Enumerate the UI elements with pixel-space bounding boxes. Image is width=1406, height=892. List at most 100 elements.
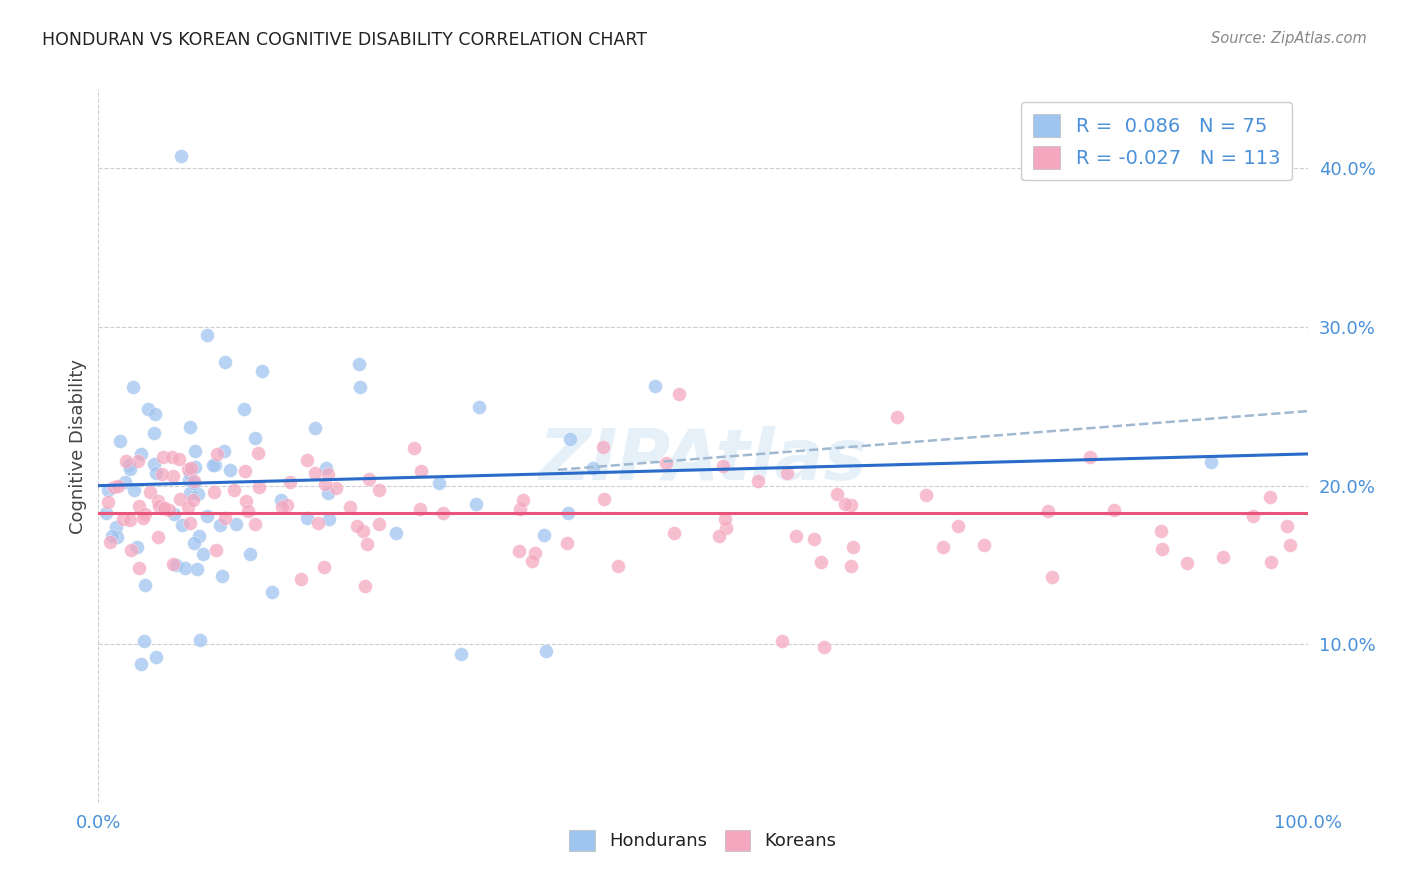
Point xyxy=(183,474,205,488)
Point xyxy=(1152,542,1174,557)
Point xyxy=(707,529,730,543)
Point xyxy=(100,528,122,542)
Point xyxy=(190,632,212,647)
Point xyxy=(114,454,136,468)
Point xyxy=(177,473,200,487)
Point xyxy=(316,486,339,500)
Point xyxy=(356,537,378,551)
Point xyxy=(214,355,236,369)
Point xyxy=(139,484,162,499)
Point xyxy=(134,507,156,521)
Point xyxy=(839,558,862,573)
Point xyxy=(1150,524,1173,538)
Point xyxy=(304,467,326,481)
Point xyxy=(714,521,737,535)
Point xyxy=(108,434,131,449)
Point xyxy=(1275,519,1298,533)
Point xyxy=(1279,538,1302,552)
Text: ZIPAtlas: ZIPAtlas xyxy=(538,425,868,495)
Point xyxy=(136,401,159,416)
Point xyxy=(931,541,953,555)
Point xyxy=(134,634,156,648)
Point xyxy=(512,493,534,508)
Point xyxy=(127,540,149,554)
Point xyxy=(1212,549,1234,564)
Point xyxy=(368,516,391,531)
Point xyxy=(247,446,270,460)
Point xyxy=(238,504,260,518)
Point xyxy=(825,487,848,501)
Point xyxy=(886,409,908,424)
Point xyxy=(973,538,995,552)
Point xyxy=(239,548,262,562)
Point xyxy=(270,492,292,507)
Point xyxy=(409,502,432,516)
Point xyxy=(250,364,273,378)
Point xyxy=(270,500,292,515)
Point xyxy=(367,483,389,497)
Point xyxy=(582,461,605,475)
Point xyxy=(97,494,120,508)
Point xyxy=(143,407,166,421)
Point xyxy=(347,357,370,371)
Point xyxy=(218,463,240,477)
Point xyxy=(948,519,970,533)
Point xyxy=(184,460,207,475)
Point xyxy=(225,516,247,531)
Point xyxy=(346,518,368,533)
Point xyxy=(165,558,187,572)
Point xyxy=(770,634,793,648)
Point xyxy=(533,528,555,542)
Point xyxy=(411,464,433,478)
Point xyxy=(118,462,141,476)
Point xyxy=(354,579,377,593)
Point xyxy=(1258,490,1281,504)
Point xyxy=(124,483,146,498)
Point xyxy=(450,647,472,661)
Point xyxy=(167,451,190,466)
Point xyxy=(810,555,832,569)
Point xyxy=(188,529,211,543)
Point xyxy=(169,491,191,506)
Point xyxy=(134,578,156,592)
Point xyxy=(1260,555,1282,569)
Point xyxy=(839,498,862,512)
Point xyxy=(592,440,614,454)
Text: HONDURAN VS KOREAN COGNITIVE DISABILITY CORRELATION CHART: HONDURAN VS KOREAN COGNITIVE DISABILITY … xyxy=(42,31,647,49)
Point xyxy=(179,516,201,530)
Point xyxy=(606,559,628,574)
Point xyxy=(233,464,256,478)
Point xyxy=(143,457,166,471)
Point xyxy=(325,481,347,495)
Point xyxy=(776,467,799,481)
Point xyxy=(191,547,214,561)
Y-axis label: Cognitive Disability: Cognitive Disability xyxy=(69,359,87,533)
Point xyxy=(557,507,579,521)
Point xyxy=(160,450,183,465)
Point xyxy=(349,379,371,393)
Point xyxy=(295,511,318,525)
Point xyxy=(204,542,226,557)
Point xyxy=(785,529,807,543)
Point xyxy=(131,657,153,672)
Point xyxy=(509,501,531,516)
Point xyxy=(148,530,170,544)
Point xyxy=(195,508,218,523)
Point xyxy=(662,526,685,541)
Point xyxy=(128,561,150,575)
Point xyxy=(359,473,381,487)
Point xyxy=(202,485,225,500)
Point xyxy=(211,568,233,582)
Point xyxy=(214,511,236,525)
Text: Source: ZipAtlas.com: Source: ZipAtlas.com xyxy=(1211,31,1367,46)
Point xyxy=(315,461,337,475)
Point xyxy=(465,496,488,510)
Point xyxy=(914,488,936,502)
Point xyxy=(132,511,155,525)
Point xyxy=(524,546,547,560)
Point xyxy=(520,554,543,568)
Point xyxy=(114,475,136,490)
Point xyxy=(307,516,329,530)
Point xyxy=(177,461,200,475)
Point xyxy=(186,562,208,576)
